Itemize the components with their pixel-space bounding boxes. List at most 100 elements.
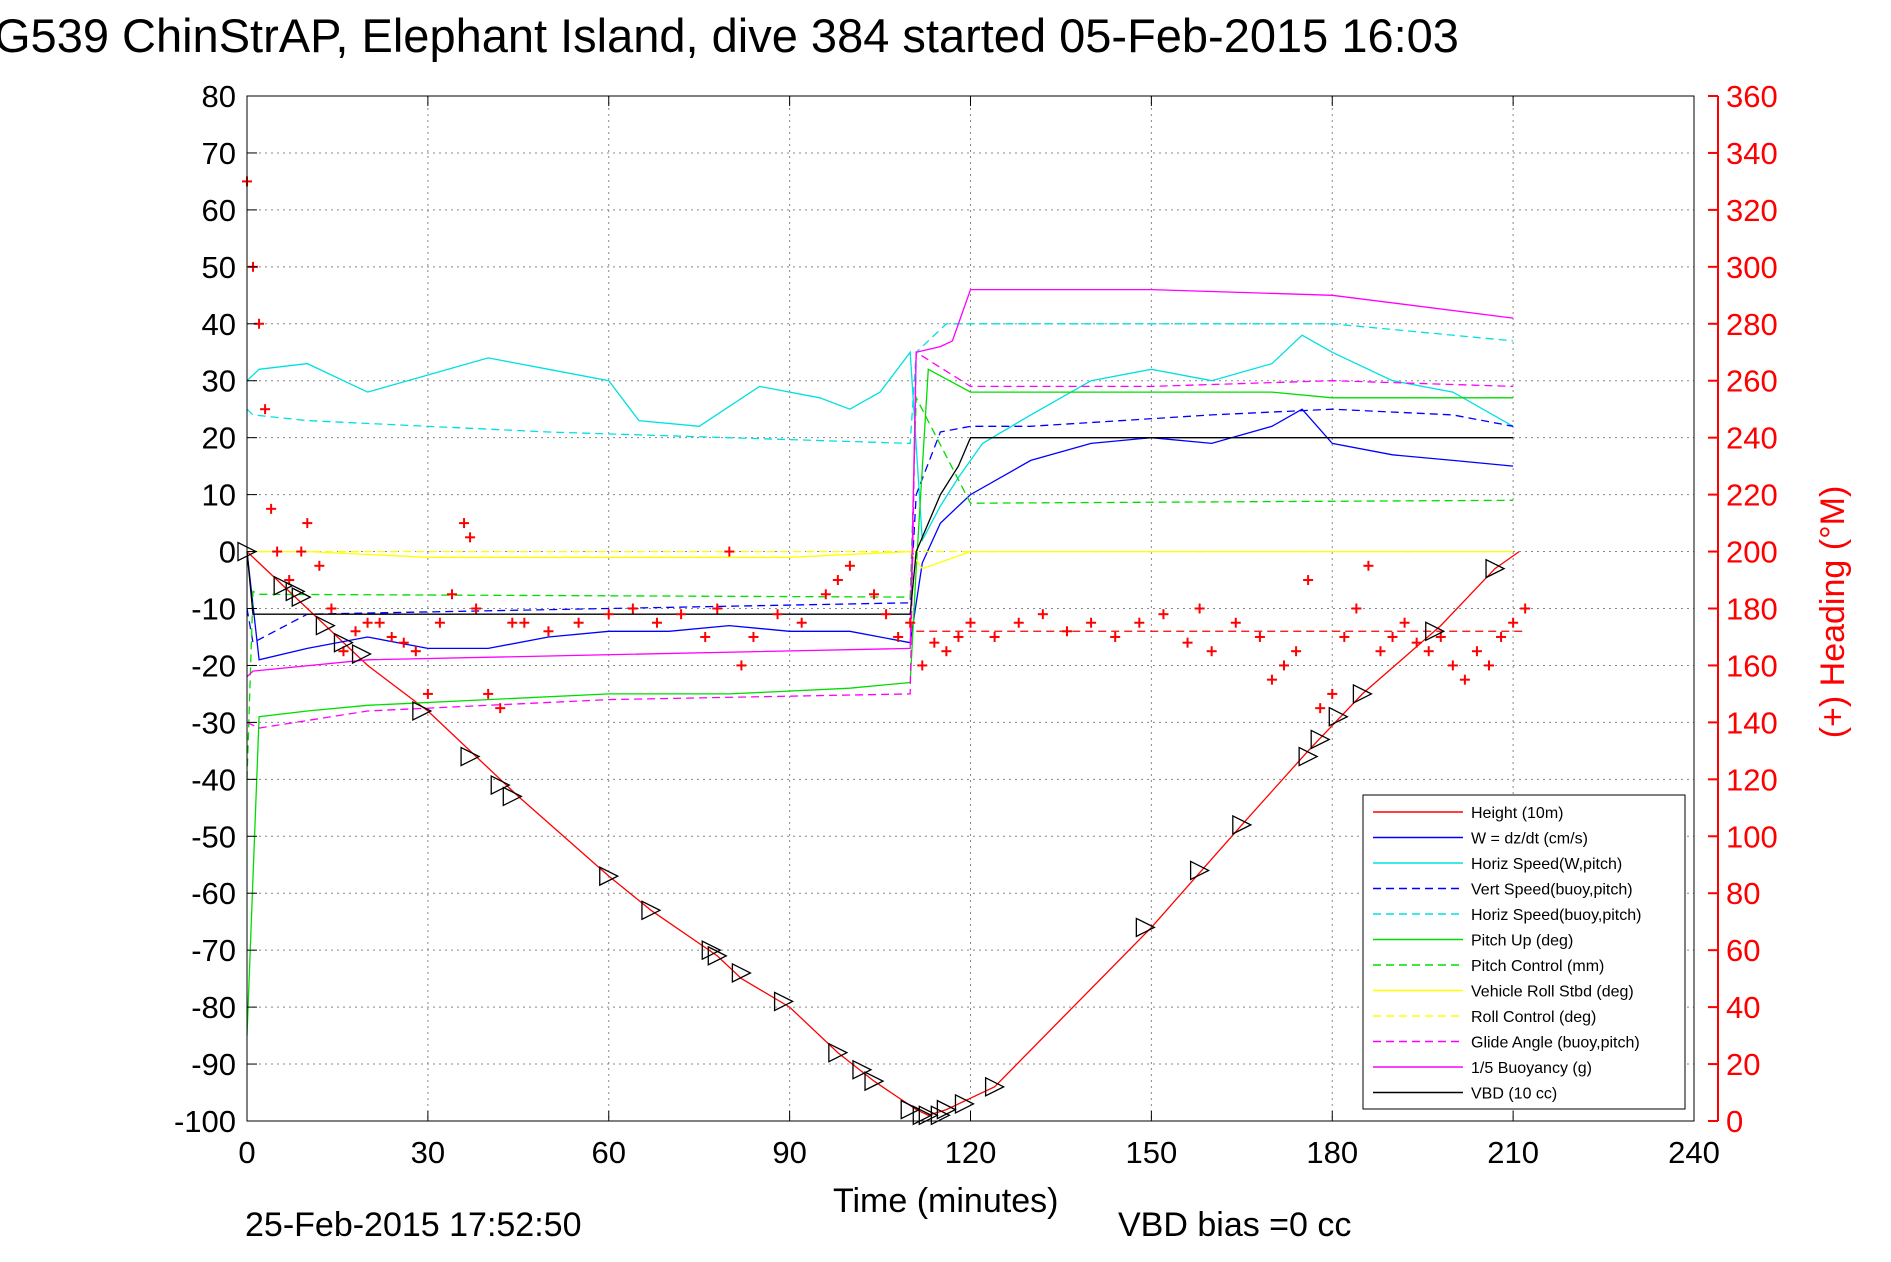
heading-point: [1411, 637, 1422, 648]
heading-point: [1266, 674, 1277, 685]
heading-point: [832, 575, 843, 586]
heading-point: [422, 688, 433, 699]
triangle-marker: [1425, 621, 1446, 642]
triangle-marker: [900, 1099, 921, 1120]
heading-point: [483, 688, 494, 699]
series-line-6: [246, 395, 1514, 780]
y-tick-label: -30: [191, 705, 236, 740]
heading-point: [434, 617, 445, 628]
series-line-10: [246, 288, 1514, 678]
heading-point: [603, 609, 614, 620]
triangle-marker: [773, 991, 795, 1012]
right-tick-label: 100: [1726, 819, 1778, 854]
heading-point: [953, 631, 964, 642]
legend-label-9: Glide Angle (buoy,pitch): [1471, 1035, 1640, 1052]
y-tick-label: 50: [202, 250, 236, 285]
series-layer: [246, 288, 1520, 1116]
heading-point: [326, 603, 337, 614]
x-tick-labels: 0 30 60 90 120 150 180 210 240: [238, 96, 1720, 1170]
heading-point: [627, 603, 638, 614]
footer-vbd-bias: VBD bias =0 cc: [1118, 1206, 1351, 1244]
heading-point: [1110, 631, 1121, 642]
triangle-marker: [707, 945, 728, 966]
heading-point: [459, 518, 470, 529]
triangle-marker: [641, 900, 662, 921]
x-tick-label: 0: [238, 1135, 255, 1170]
y-tick-label: -50: [191, 819, 236, 854]
triangle-marker: [315, 615, 336, 636]
legend-label-3: Vert Speed(buoy,pitch): [1471, 882, 1633, 899]
heading-point: [1182, 637, 1193, 648]
y-tick-label: -90: [191, 1047, 236, 1082]
legend: Height (10m) W = dz/dt (cm/s) Horiz Speed(…: [1362, 794, 1686, 1110]
triangle-marker: [291, 587, 312, 608]
triangle-marker: [954, 1093, 975, 1114]
right-tick-label: 120: [1726, 762, 1778, 797]
heading-point: [1061, 626, 1072, 637]
series-line-2: [246, 334, 1514, 543]
triangle-marker: [273, 575, 294, 596]
heading-point: [929, 637, 940, 648]
triangle-marker: [1328, 706, 1349, 727]
heading-point: [1134, 617, 1145, 628]
x-tick-label: 30: [411, 1135, 445, 1170]
right-tick-labels: 3603403203002802602402202001801601401201…: [1708, 79, 1778, 1139]
heading-point: [965, 617, 976, 628]
heading-point: [573, 617, 584, 628]
right-tick-label: 340: [1726, 136, 1778, 171]
triangle-marker: [731, 962, 752, 983]
triangle-marker: [412, 700, 433, 722]
x-tick-label: 150: [1126, 1135, 1178, 1170]
y-tick-label: 20: [202, 421, 236, 456]
right-tick-label: 360: [1726, 79, 1778, 114]
heading-point: [1447, 660, 1458, 671]
legend-label-8: Roll Control (deg): [1471, 1009, 1596, 1026]
right-axis-label: (+) Heading (°M): [1814, 486, 1852, 739]
right-tick-label: 240: [1726, 421, 1778, 456]
right-tick-label: 0: [1726, 1104, 1743, 1139]
right-tick-label: 40: [1726, 990, 1760, 1025]
y-tick-label: -80: [191, 990, 236, 1025]
right-tick-label: 200: [1726, 535, 1778, 570]
triangle-marker: [502, 786, 523, 807]
y-tick-label: 80: [202, 79, 236, 114]
triangle-marker: [936, 1099, 957, 1120]
heading-point: [446, 589, 457, 600]
heading-point: [260, 404, 271, 415]
heading-point: [712, 603, 723, 614]
heading-point: [1158, 609, 1169, 620]
marker-layer: [237, 541, 1506, 1126]
right-tick-label: 260: [1726, 364, 1778, 399]
heading-point: [1423, 646, 1434, 657]
y-tick-label: -10: [191, 592, 236, 627]
triangle-marker: [599, 866, 620, 887]
chart-title: G539 ChinStrAP, Elephant Island, dive 38…: [0, 9, 1459, 62]
y-tick-label: 0: [219, 535, 236, 570]
heading-point: [1086, 617, 1097, 628]
heading-point: [869, 589, 880, 600]
heading-point: [386, 631, 397, 642]
triangle-marker: [1352, 683, 1373, 704]
triangle-marker: [864, 1071, 885, 1092]
y-tick-label: -100: [174, 1104, 236, 1139]
heading-point: [1254, 631, 1265, 642]
footer-timestamp: 25-Feb-2015 17:52:50: [245, 1206, 581, 1244]
heading-point: [989, 631, 1000, 642]
legend-label-5: Pitch Up (deg): [1471, 933, 1573, 950]
heading-point: [507, 617, 518, 628]
y-tick-label: 40: [202, 307, 236, 342]
heading-point: [1230, 617, 1241, 628]
heading-point: [1520, 603, 1531, 614]
heading-point: [736, 660, 747, 671]
triangle-marker: [333, 632, 354, 653]
triangle-marker: [852, 1059, 873, 1080]
heading-point: [881, 609, 892, 620]
right-tick-label: 280: [1726, 307, 1778, 342]
triangle-marker: [912, 1105, 933, 1126]
series-line-3: [246, 408, 1514, 644]
series-line-1: [246, 408, 1514, 661]
heading-point: [1013, 617, 1024, 628]
heading-point: [266, 503, 277, 514]
triangle-marker: [1135, 917, 1156, 938]
legend-label-1: W = dz/dt (cm/s): [1471, 831, 1588, 848]
